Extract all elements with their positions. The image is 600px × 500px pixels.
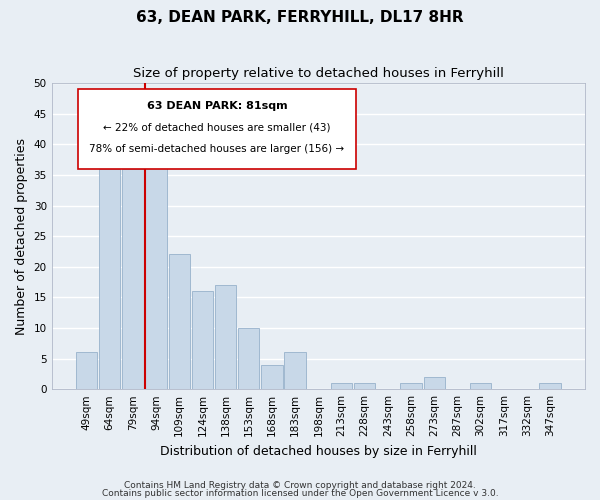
Text: 63, DEAN PARK, FERRYHILL, DL17 8HR: 63, DEAN PARK, FERRYHILL, DL17 8HR: [136, 10, 464, 25]
Bar: [284, 352, 306, 389]
Bar: [354, 383, 376, 389]
Bar: [331, 383, 352, 389]
Text: Contains HM Land Registry data © Crown copyright and database right 2024.: Contains HM Land Registry data © Crown c…: [124, 481, 476, 490]
Y-axis label: Number of detached properties: Number of detached properties: [15, 138, 28, 334]
Title: Size of property relative to detached houses in Ferryhill: Size of property relative to detached ho…: [133, 68, 504, 80]
Bar: [169, 254, 190, 389]
Text: ← 22% of detached houses are smaller (43): ← 22% of detached houses are smaller (43…: [103, 123, 331, 133]
X-axis label: Distribution of detached houses by size in Ferryhill: Distribution of detached houses by size …: [160, 444, 477, 458]
Bar: [400, 383, 422, 389]
Bar: [192, 291, 213, 389]
Text: 78% of semi-detached houses are larger (156) →: 78% of semi-detached houses are larger (…: [89, 144, 344, 154]
Bar: [145, 144, 167, 389]
Bar: [99, 169, 121, 389]
FancyBboxPatch shape: [79, 89, 356, 169]
Bar: [262, 364, 283, 389]
Bar: [424, 377, 445, 389]
Bar: [122, 169, 143, 389]
Text: Contains public sector information licensed under the Open Government Licence v : Contains public sector information licen…: [101, 488, 499, 498]
Bar: [470, 383, 491, 389]
Bar: [76, 352, 97, 389]
Bar: [238, 328, 259, 389]
Bar: [215, 285, 236, 389]
Text: 63 DEAN PARK: 81sqm: 63 DEAN PARK: 81sqm: [146, 102, 287, 112]
Bar: [539, 383, 561, 389]
